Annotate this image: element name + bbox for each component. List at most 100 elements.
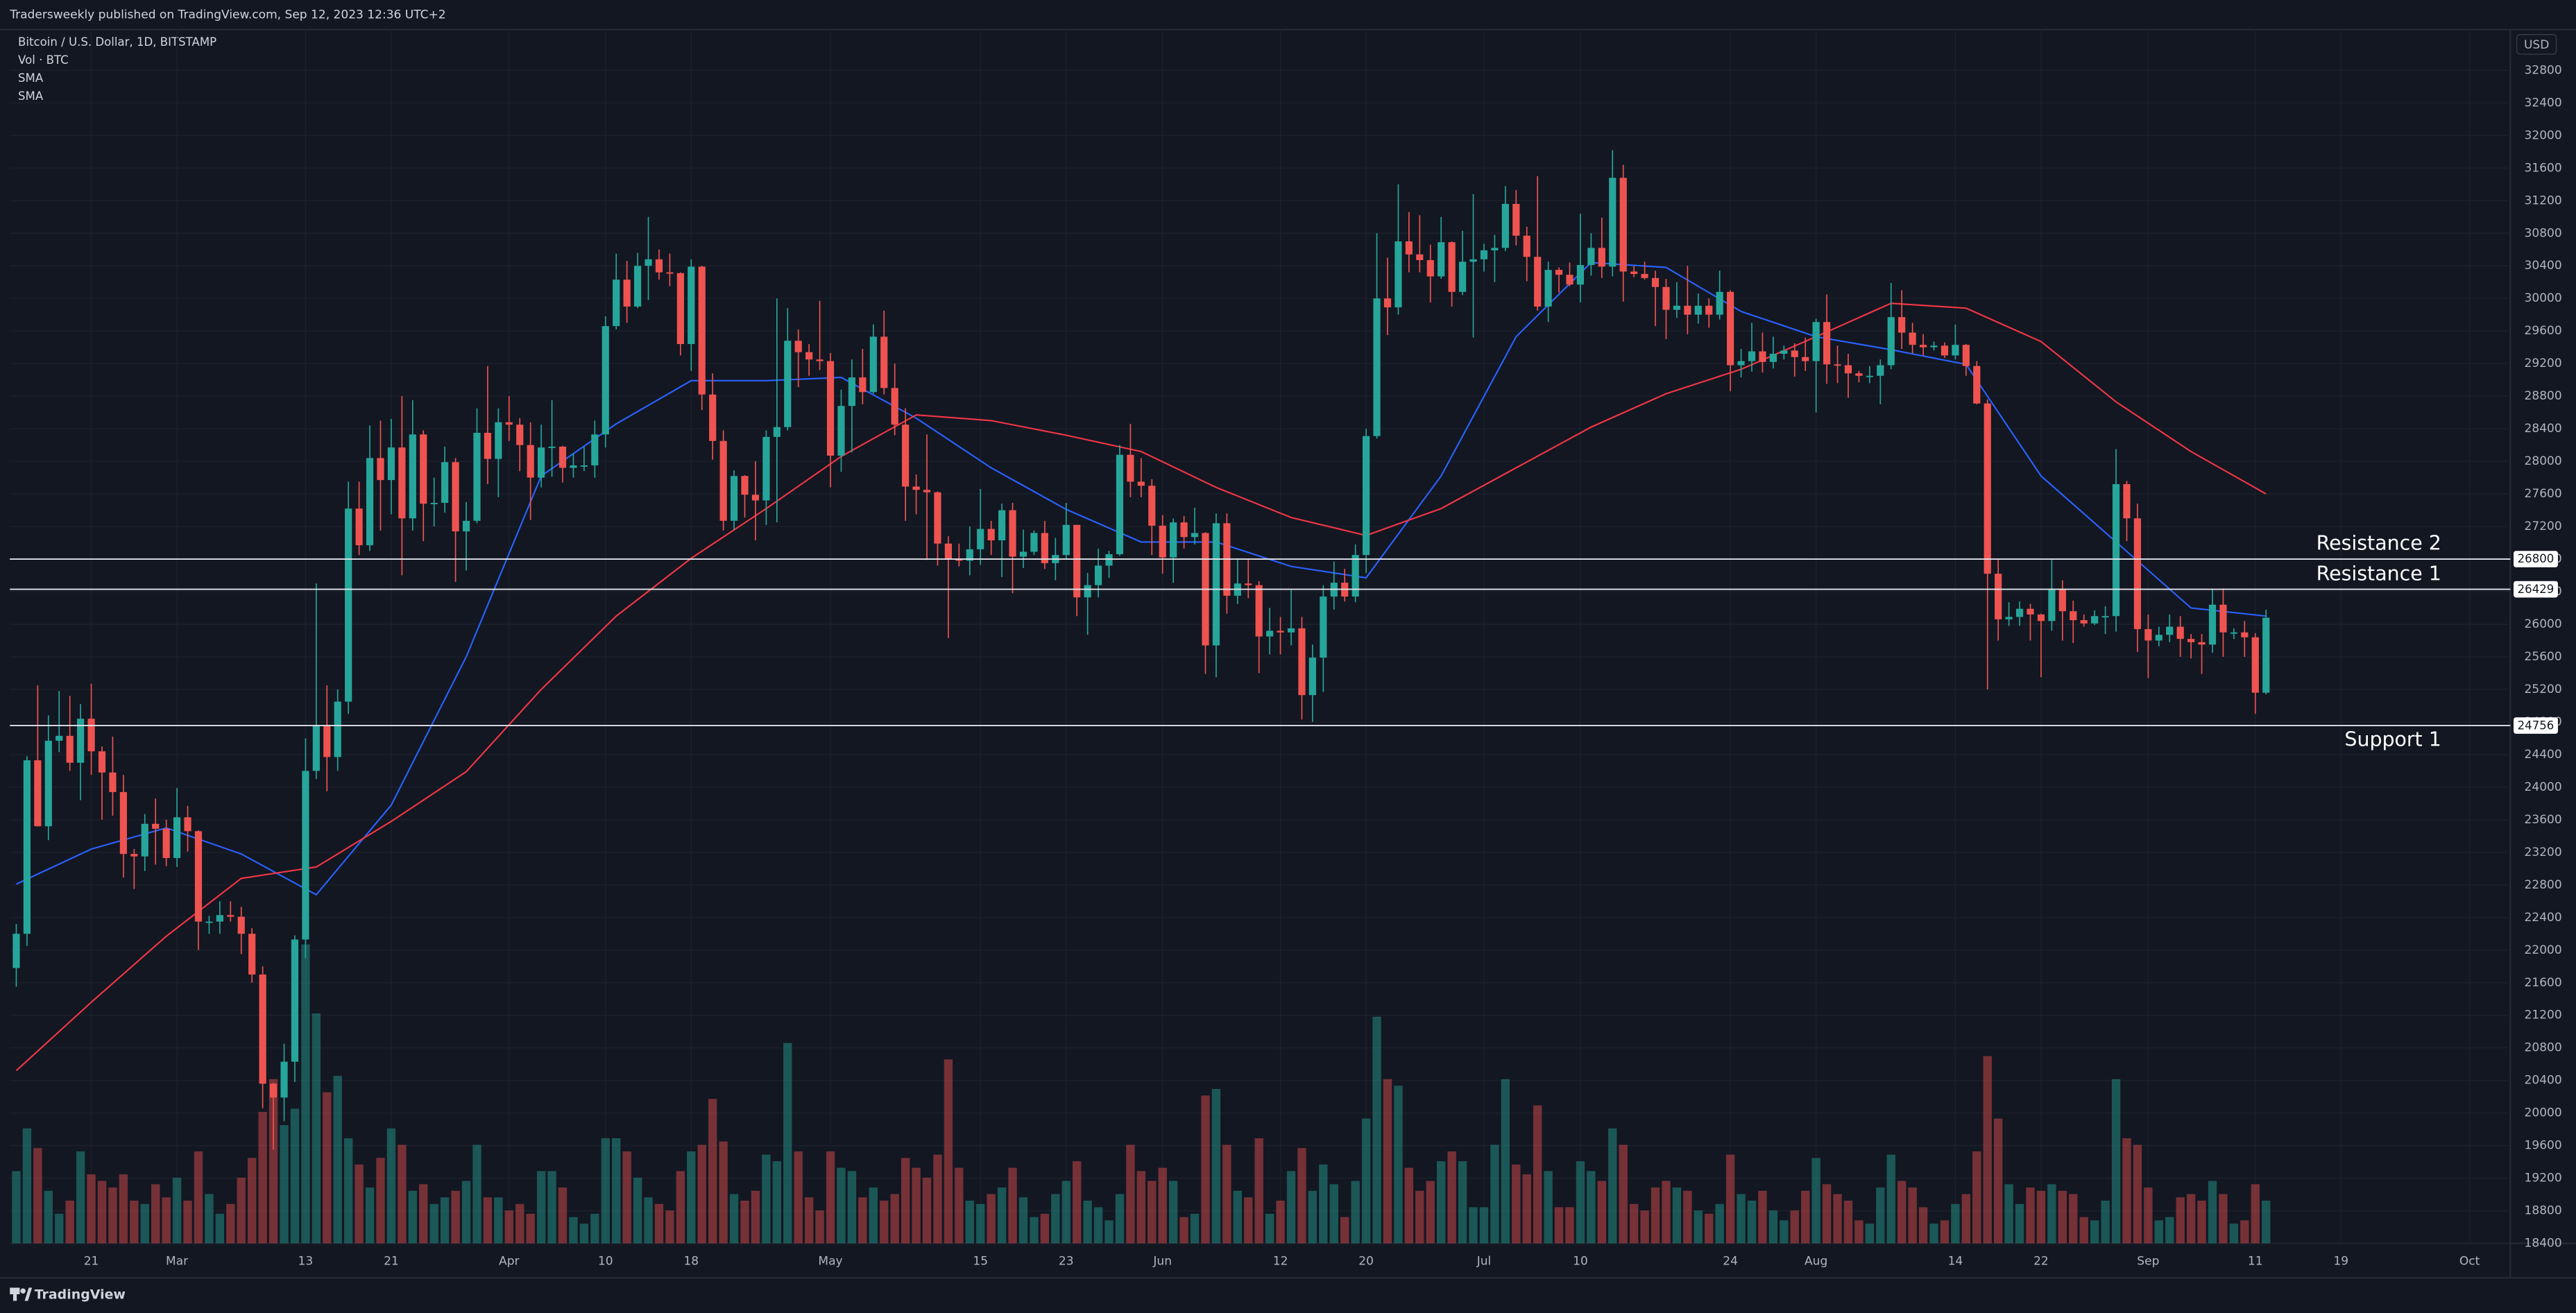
candle-body [741,476,749,495]
candle-body [1952,345,1959,356]
candle-body [645,259,652,266]
volume-bar [1758,1190,1767,1244]
candle-body [1759,351,1766,362]
candle-body [44,740,52,827]
candle-body [56,735,63,741]
x-tick-label: 24 [1723,1255,1738,1269]
candle-body [794,341,802,352]
candle-body [98,751,106,773]
volume-bar [1297,1148,1306,1244]
candle-body [623,280,631,307]
candle-body [773,427,781,437]
candle-body [1501,203,1509,248]
volume-bar [815,1210,824,1244]
legend-sma: SMA [18,89,44,103]
candle-body [130,854,138,857]
volume-bar [1533,1105,1542,1244]
volume-bar [1051,1194,1060,1244]
candle-body [1780,350,1788,354]
candle-body [1619,178,1627,272]
candle-body [1651,277,1660,287]
candle-body [1812,322,1820,361]
volume-bar [172,1177,182,1244]
volume-bar [1705,1213,1714,1244]
volume-bar [804,1197,814,1244]
candle-body [869,336,877,393]
volume-bar [194,1151,203,1244]
volume-bar [1244,1197,1253,1244]
candle-body [2262,617,2270,693]
x-tick-label: Jul [1476,1255,1492,1269]
volume-bar [1640,1210,1649,1244]
candle-body [1630,271,1638,274]
volume-bar [1404,1167,1414,1244]
volume-bar [676,1171,685,1244]
volume-bar [783,1042,792,1244]
level-label: Resistance 1 [2317,562,2441,585]
volume-bar [2058,1190,2067,1244]
volume-bar [55,1213,64,1244]
candle-body [709,394,717,441]
candle-body [2037,614,2045,621]
candle-body [77,719,85,763]
candle-body [698,266,706,395]
x-tick-label: Apr [499,1255,519,1269]
candle-body [848,377,856,406]
y-tick-label: 19200 [2525,1172,2562,1185]
y-tick-label: 25200 [2525,683,2562,696]
volume-bar [1083,1201,1092,1244]
volume-bar [2186,1194,2196,1244]
volume-bar [1833,1194,1842,1244]
volume-bar [826,1151,835,1244]
volume-bar [226,1203,235,1244]
candle-body [944,543,952,560]
candle-body [2241,632,2249,637]
volume-bar [1458,1161,1467,1244]
candle-body [1694,305,1702,315]
logo [10,1287,33,1301]
volume-bar [1876,1187,1885,1244]
x-tick-label: 11 [2248,1255,2263,1269]
volume-bar [87,1174,96,1244]
candle-body [602,326,609,435]
candle-body [398,447,406,519]
volume-bar [472,1144,481,1244]
volume-bar [1554,1207,1564,1244]
volume-bar [33,1148,42,1244]
volume-bar [1672,1187,1682,1244]
candle-body [1555,270,1563,275]
volume-bar [1319,1164,1328,1244]
candle-body [409,434,416,519]
volume-bar [1993,1118,2003,1244]
axis-unit: USD [2524,38,2549,52]
y-tick-label: 25600 [2525,650,2562,664]
volume-bar [76,1151,85,1244]
y-tick-label: 23600 [2525,813,2562,827]
logo-mark [24,1287,33,1301]
candle-body [2048,589,2056,621]
candle-body [1844,365,1852,374]
candle-body [1308,658,1317,696]
level-price: 26429 [2518,583,2554,596]
volume-bar [1629,1203,1639,1244]
volume-bar [1276,1201,1285,1244]
y-tick-label: 27600 [2525,487,2562,501]
candle-body [1523,235,1530,257]
volume-bar [1940,1220,1950,1244]
volume-bar [1008,1167,1017,1244]
y-tick-label: 30800 [2525,226,2562,240]
candle-body [2005,617,2013,619]
candle-body [162,828,170,859]
candle-body [1512,203,1520,236]
volume-bar [1201,1095,1210,1244]
volume-bar [65,1201,74,1244]
candle-body [1823,322,1831,365]
volume-bar [1565,1207,1574,1244]
level-label: Resistance 2 [2317,532,2441,555]
candle-body [1416,254,1424,261]
volume-bar [1383,1079,1392,1244]
volume-bar [847,1171,857,1244]
candle-body [580,465,588,467]
candle-body [1598,248,1605,267]
